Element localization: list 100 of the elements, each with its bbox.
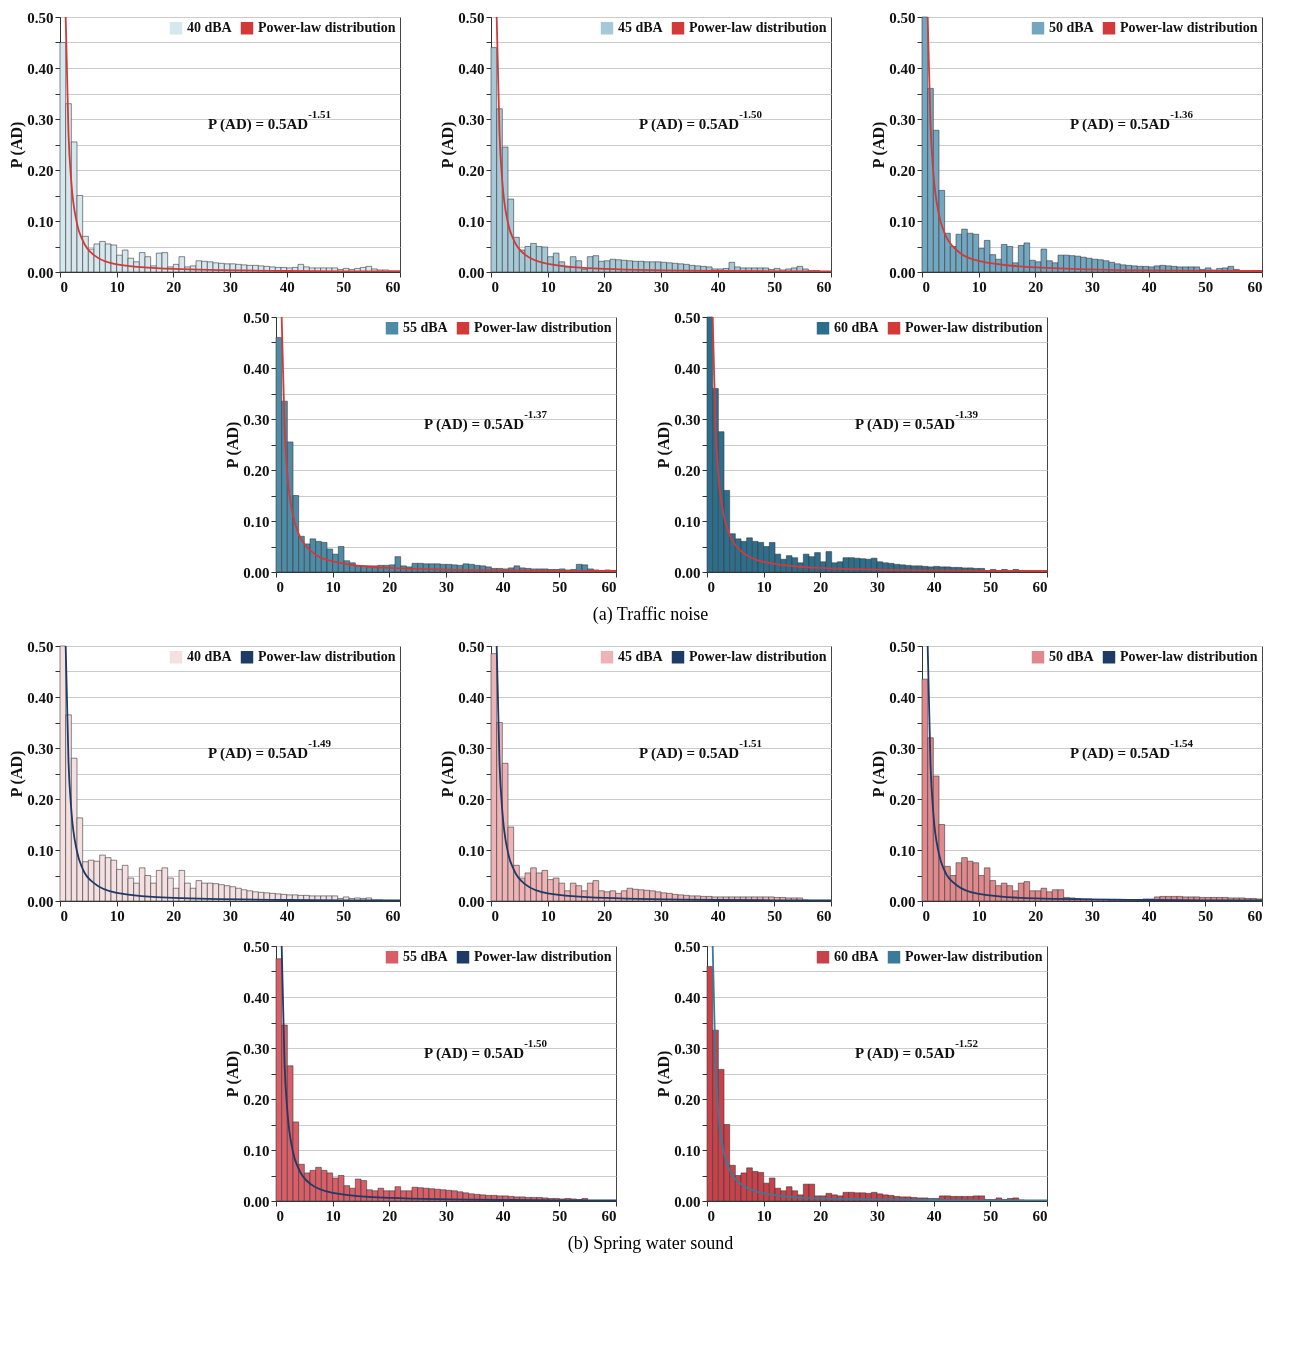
y-axis-title: P (AD) <box>870 750 889 798</box>
y-tick-label: 0.20 <box>458 162 485 179</box>
y-tick-label: 0.30 <box>242 1040 269 1057</box>
y-tick-label: 0.00 <box>889 893 916 910</box>
x-tick-label: 40 <box>1141 907 1157 924</box>
y-tick-label: 0.40 <box>673 360 700 377</box>
y-axis-title: P (AD) <box>223 1050 242 1098</box>
legend-label: Power-law distribution <box>689 649 827 665</box>
y-tick-label: 0.10 <box>242 1142 269 1159</box>
y-tick-label: 0.50 <box>242 309 269 326</box>
x-tick-label: 20 <box>597 907 613 924</box>
legend-label: Power-law distribution <box>689 20 827 36</box>
y-tick-label: 0.50 <box>242 938 269 955</box>
x-tick-label: 30 <box>654 278 669 295</box>
y-tick-label: 0.20 <box>27 162 54 179</box>
y-tick-label: 0.10 <box>889 213 916 230</box>
x-tick-label: 30 <box>438 578 454 595</box>
y-tick-label: 0.40 <box>242 360 269 377</box>
x-tick-label: 40 <box>279 278 295 295</box>
text: (b) Spring water sound <box>566 1233 735 1254</box>
x-tick-label: 30 <box>654 907 669 924</box>
y-tick-label: 0.00 <box>458 264 485 281</box>
x-tick-label: 40 <box>1141 278 1157 295</box>
x-tick-label: 30 <box>1085 278 1100 295</box>
y-tick-label: 0.10 <box>889 842 916 859</box>
x-tick-label: 10 <box>756 1207 772 1224</box>
y-axis-title: P (AD) <box>439 121 458 169</box>
x-tick-label: 60 <box>1247 278 1263 295</box>
x-tick-label: 40 <box>495 1207 511 1224</box>
y-tick-label: 0.50 <box>458 9 485 26</box>
legend-label: Power-law distribution <box>1120 649 1258 665</box>
x-tick-label: 40 <box>926 1207 942 1224</box>
text: (a) Traffic noise <box>591 604 710 625</box>
y-tick-label: 0.30 <box>242 411 269 428</box>
legend-label: Power-law distribution <box>258 20 396 36</box>
y-axis-title: P (AD) <box>223 421 242 469</box>
y-axis-title: P (AD) <box>8 121 27 169</box>
y-tick-label: 0.30 <box>673 411 700 428</box>
x-tick-label: 0 <box>707 1207 715 1224</box>
x-tick-label: 0 <box>60 907 68 924</box>
x-tick-label: 50 <box>982 578 998 595</box>
x-tick-label: 10 <box>540 278 556 295</box>
y-tick-label: 0.00 <box>27 893 54 910</box>
x-tick-label: 40 <box>279 907 295 924</box>
y-tick-label: 0.40 <box>27 689 54 706</box>
y-tick-label: 0.20 <box>889 162 916 179</box>
y-tick-label: 0.20 <box>27 791 54 808</box>
x-tick-label: 50 <box>1198 907 1214 924</box>
legend-label: 50 dBA <box>1049 649 1095 665</box>
y-tick-label: 0.00 <box>458 893 485 910</box>
y-axis-title: P (AD) <box>8 750 27 798</box>
legend-label: 55 dBA <box>402 320 449 336</box>
y-tick-label: 0.50 <box>673 938 700 955</box>
legend-label: 40 dBA <box>187 20 233 36</box>
legend-label: 40 dBA <box>187 649 233 665</box>
x-tick-label: 50 <box>551 1207 567 1224</box>
y-tick-label: 0.20 <box>458 791 485 808</box>
x-tick-label: 30 <box>1085 907 1100 924</box>
x-tick-label: 10 <box>971 278 987 295</box>
legend-label: 60 dBA <box>833 320 880 336</box>
y-tick-label: 0.00 <box>242 1193 269 1210</box>
x-tick-label: 0 <box>60 278 68 295</box>
x-tick-label: 20 <box>1028 907 1044 924</box>
x-tick-label: 50 <box>336 278 352 295</box>
x-tick-label: 10 <box>540 907 556 924</box>
x-tick-label: 20 <box>166 278 182 295</box>
y-tick-label: 0.50 <box>27 9 54 26</box>
y-tick-label: 0.30 <box>458 111 485 128</box>
y-tick-label: 0.50 <box>673 309 700 326</box>
y-tick-label: 0.20 <box>242 462 269 479</box>
x-tick-label: 60 <box>601 578 616 595</box>
x-tick-label: 30 <box>869 578 885 595</box>
y-tick-label: 0.40 <box>27 60 54 77</box>
x-tick-label: 20 <box>812 1207 828 1224</box>
legend-label: 55 dBA <box>402 949 449 965</box>
x-tick-label: 0 <box>491 278 499 295</box>
y-tick-label: 0.30 <box>673 1040 700 1057</box>
y-tick-label: 0.20 <box>889 791 916 808</box>
y-tick-label: 0.40 <box>458 60 485 77</box>
x-tick-label: 50 <box>767 278 783 295</box>
y-tick-label: 0.10 <box>27 213 54 230</box>
y-tick-label: 0.30 <box>27 740 54 757</box>
y-tick-label: 0.00 <box>27 264 54 281</box>
legend-label: Power-law distribution <box>258 649 396 665</box>
x-tick-label: 10 <box>325 1207 341 1224</box>
x-tick-label: 0 <box>276 1207 284 1224</box>
y-tick-label: 0.30 <box>458 740 485 757</box>
x-tick-label: 10 <box>109 278 125 295</box>
x-tick-label: 60 <box>1032 1207 1047 1224</box>
x-tick-label: 60 <box>601 1207 616 1224</box>
y-tick-label: 0.10 <box>673 1142 700 1159</box>
x-tick-label: 10 <box>756 578 772 595</box>
x-tick-label: 50 <box>336 907 352 924</box>
x-tick-label: 0 <box>922 907 930 924</box>
x-tick-label: 20 <box>166 907 182 924</box>
x-tick-label: 20 <box>1028 278 1044 295</box>
legend-label: 45 dBA <box>618 649 664 665</box>
legend-label: Power-law distribution <box>904 949 1043 965</box>
x-tick-label: 50 <box>551 578 567 595</box>
y-tick-label: 0.40 <box>889 60 916 77</box>
